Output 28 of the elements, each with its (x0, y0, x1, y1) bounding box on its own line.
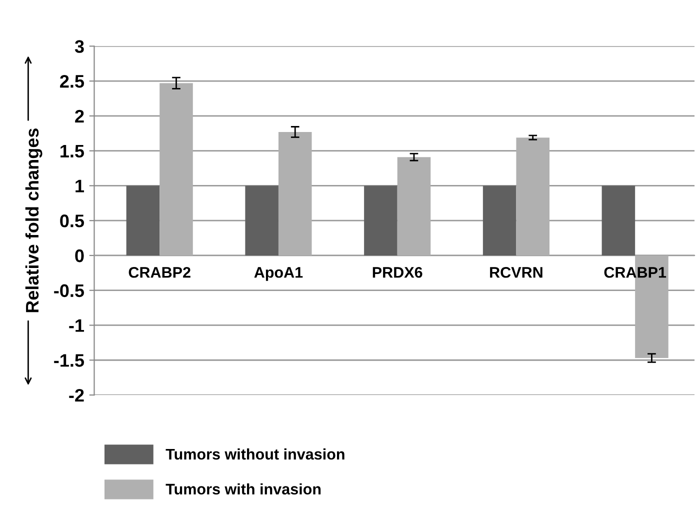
y-tick-label: 0 (75, 249, 84, 262)
y-tick-label: 1 (76, 180, 84, 192)
bar (278, 132, 312, 256)
y-tick-label: 1.5 (60, 144, 84, 158)
y-tick-label: 3 (74, 40, 84, 53)
x-tick-label: CRABP1 (604, 266, 666, 278)
bar (126, 186, 160, 256)
legend-label: Tumors without invasion (166, 448, 344, 460)
x-tick-label: CRABP2 (128, 266, 190, 278)
y-tick-label: 2 (75, 110, 84, 122)
y-tick-label: -2 (69, 388, 84, 402)
y-tick-label: -0.5 (54, 284, 84, 298)
x-tick-label: ApoA1 (254, 267, 303, 281)
bar (516, 138, 550, 256)
y-tick-label: 2.5 (60, 74, 84, 88)
x-tick-label: PRDX6 (372, 266, 422, 278)
y-tick-label: -1 (69, 319, 84, 332)
bar (245, 186, 278, 256)
bar (160, 83, 193, 256)
y-axis-title: Relative fold changes (25, 128, 42, 312)
bar (602, 186, 636, 256)
bar (397, 157, 431, 256)
legend-label: Tumors with invasion (166, 483, 321, 495)
bar (482, 186, 516, 256)
bar (364, 186, 398, 256)
y-tick-label: -1.5 (54, 354, 84, 367)
x-tick-label: RCVRN (490, 266, 542, 278)
y-tick-label: 0.5 (60, 214, 84, 228)
